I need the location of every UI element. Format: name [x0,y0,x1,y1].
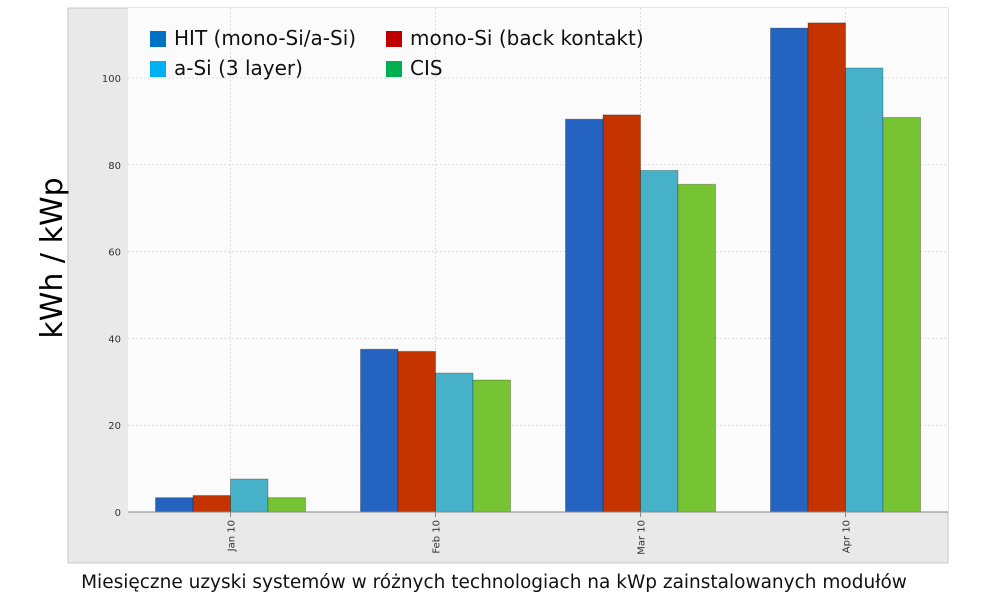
bars [155,22,921,513]
y-tick-labels: 0 20 40 60 80 100 [102,74,121,519]
bar-apr-10-series-1 [807,22,846,513]
legend-label-hit: HIT (mono-Si/a-Si) [174,26,357,50]
bar-mar-10-series-2 [640,169,679,513]
y-tick-label: 60 [108,248,121,259]
bar-jan-10-series-1 [192,495,231,513]
bar-jan-10-series-0 [155,497,194,513]
x-tick-labels: Jan 10 Feb 10 Mar 10 Apr 10 [227,512,853,555]
bar-jan-10-series-3 [267,497,306,513]
bar-mar-10-series-0 [565,118,604,513]
legend-swatch-hit [150,31,166,47]
y-tick-label: 20 [108,421,121,432]
bar-feb-10-series-2 [435,372,474,513]
bar-apr-10-series-3 [882,116,921,513]
bar-feb-10-series-0 [360,348,399,513]
legend-swatch-cis [386,61,402,77]
x-tick-label: Apr 10 [842,520,853,553]
chart-caption: Miesięczne uzyski systemów w różnych tec… [81,572,907,593]
bar-apr-10-series-0 [770,27,809,513]
y-axis-label: kWh / kWp [35,177,70,338]
bar-jan-10-series-2 [230,478,269,513]
y-tick-label: 80 [108,161,121,172]
legend-label-a-si: a-Si (3 layer) [174,56,303,80]
legend: HIT (mono-Si/a-Si) mono-Si (back kontakt… [150,24,690,88]
bar-mar-10-series-3 [677,183,716,513]
y-tick-label: 100 [102,74,121,85]
x-tick-label: Mar 10 [637,520,648,555]
legend-swatch-a-si [150,61,166,77]
legend-label-mono-si: mono-Si (back kontakt) [410,26,644,50]
y-tick-label: 0 [115,508,121,519]
bar-feb-10-series-3 [472,379,511,513]
y-tick-label: 40 [108,334,121,345]
x-tick-label: Feb 10 [432,520,443,554]
bar-mar-10-series-1 [602,114,641,513]
bar-feb-10-series-1 [397,350,436,513]
bar-apr-10-series-2 [845,67,884,513]
legend-label-cis: CIS [410,56,443,80]
legend-swatch-mono-si [386,31,402,47]
x-tick-label: Jan 10 [227,520,238,552]
